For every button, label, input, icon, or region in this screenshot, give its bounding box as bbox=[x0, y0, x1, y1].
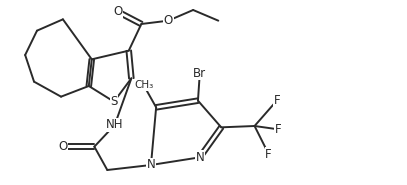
Text: N: N bbox=[195, 151, 204, 164]
Text: CH₃: CH₃ bbox=[134, 80, 153, 90]
Text: S: S bbox=[110, 95, 118, 108]
Text: F: F bbox=[274, 94, 280, 107]
Text: NH: NH bbox=[106, 119, 123, 132]
Text: CH₃: CH₃ bbox=[134, 80, 153, 90]
Text: O: O bbox=[58, 140, 68, 153]
Text: O: O bbox=[164, 14, 173, 27]
Text: O: O bbox=[113, 5, 122, 18]
Text: Br: Br bbox=[193, 67, 206, 80]
Text: F: F bbox=[265, 147, 272, 161]
Text: F: F bbox=[275, 123, 282, 136]
Text: N: N bbox=[147, 159, 155, 171]
